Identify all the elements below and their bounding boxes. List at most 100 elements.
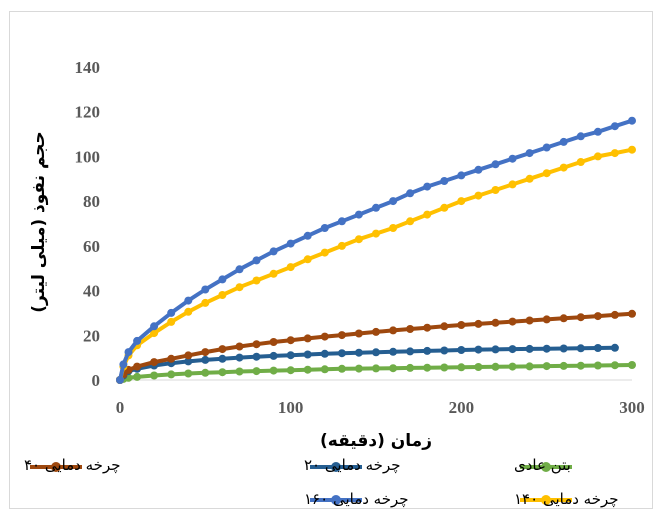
series	[116, 309, 636, 384]
data-point	[628, 116, 636, 125]
data-point	[235, 342, 244, 351]
data-point	[423, 182, 432, 191]
data-point	[474, 319, 483, 328]
data-point	[354, 364, 363, 373]
data-point	[628, 309, 636, 318]
data-point	[508, 180, 517, 189]
data-point	[610, 310, 619, 319]
data-point	[525, 149, 534, 158]
data-point	[218, 354, 227, 363]
x-tick-label: 200	[449, 398, 475, 417]
data-point	[252, 340, 261, 349]
data-point	[593, 127, 602, 136]
y-tick-label: 20	[83, 326, 100, 345]
data-point	[508, 362, 517, 371]
y-tick-label: 60	[83, 237, 100, 256]
data-point	[610, 343, 619, 352]
data-point	[542, 315, 551, 324]
data-point	[116, 376, 124, 384]
chart-frame	[9, 11, 653, 509]
data-point	[303, 231, 312, 240]
legend-item: چرخه دمایی ۱۴۰	[514, 490, 619, 508]
data-point	[337, 331, 346, 340]
data-point	[320, 332, 329, 341]
data-point	[286, 239, 295, 248]
data-point	[133, 336, 142, 345]
data-point	[303, 334, 312, 343]
data-point	[150, 358, 159, 367]
data-point	[218, 345, 227, 354]
legend-label: بتن عادی	[514, 456, 571, 474]
data-point	[491, 362, 500, 371]
legend-label: چرخه دمایی ۱۶۰	[304, 490, 409, 508]
data-point	[525, 174, 534, 183]
data-point	[474, 165, 483, 174]
data-point	[269, 351, 278, 360]
legend-marker	[541, 462, 551, 472]
data-point	[474, 191, 483, 200]
data-point	[628, 361, 636, 369]
data-point	[201, 368, 210, 377]
legend-marker	[331, 495, 341, 505]
data-point	[150, 322, 159, 331]
data-point	[610, 149, 619, 158]
data-point	[150, 329, 159, 338]
data-point	[593, 361, 602, 370]
data-point	[389, 197, 398, 206]
data-point	[354, 235, 363, 244]
data-point	[389, 224, 398, 232]
data-point	[593, 344, 602, 352]
data-point	[320, 365, 329, 374]
data-point	[542, 143, 551, 152]
data-point	[218, 368, 227, 377]
data-point	[406, 363, 415, 372]
data-point	[320, 224, 329, 232]
data-point	[235, 265, 244, 274]
data-point	[201, 348, 210, 357]
data-point	[542, 344, 551, 353]
y-axis-title: حجم نفوذ (میلی لیتر)	[29, 131, 49, 313]
data-point	[286, 351, 295, 360]
data-point	[235, 367, 244, 376]
data-point	[610, 122, 619, 131]
data-point	[133, 372, 142, 381]
data-point	[201, 285, 210, 294]
data-point	[201, 298, 210, 307]
data-point	[576, 132, 585, 141]
data-point	[406, 347, 415, 356]
data-point	[508, 345, 517, 354]
series	[116, 116, 636, 384]
y-tick-label: 140	[75, 58, 101, 77]
data-point	[286, 336, 295, 345]
data-point	[372, 348, 380, 357]
data-point	[525, 316, 534, 325]
legend-item: چرخه دمایی ۱۶۰	[304, 490, 409, 508]
data-point	[252, 352, 261, 361]
data-point	[559, 361, 568, 370]
data-point	[269, 247, 278, 256]
x-tick-label: 300	[619, 398, 645, 417]
data-point	[354, 348, 363, 357]
data-point	[440, 203, 449, 212]
data-point	[119, 360, 128, 369]
data-point	[525, 344, 534, 353]
legend-marker	[331, 462, 341, 472]
y-tick-label: 80	[83, 192, 100, 211]
data-point	[167, 308, 176, 317]
data-point	[406, 217, 415, 226]
data-point	[628, 145, 636, 154]
data-point	[457, 363, 466, 372]
data-point	[576, 344, 585, 353]
data-point	[235, 353, 244, 362]
series-line	[118, 147, 634, 382]
data-point	[201, 355, 210, 364]
data-point	[372, 364, 380, 373]
legend-label: چرخه دمایی ۱۴۰	[514, 490, 619, 508]
data-point	[167, 370, 176, 379]
legend-item: چرخه دمایی ۴۰	[24, 456, 121, 474]
data-point	[440, 346, 449, 355]
data-point	[423, 363, 432, 372]
legend-label: چرخه دمایی ۴۰	[24, 456, 121, 474]
data-point	[320, 248, 329, 257]
